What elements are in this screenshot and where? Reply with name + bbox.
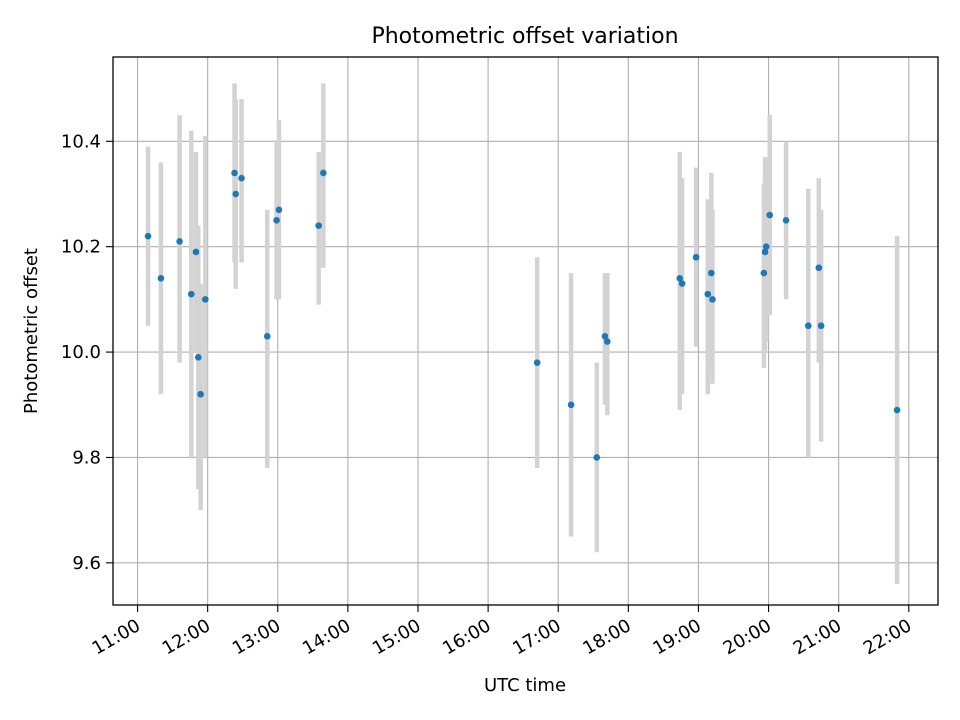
data-point <box>762 243 770 250</box>
y-axis-ticks: 9.6 9.8 10.0 10.2 10.4 <box>61 131 113 574</box>
data-point <box>232 190 239 198</box>
data-point <box>603 338 611 345</box>
data-point <box>320 169 327 177</box>
x-axis-label: UTC time <box>484 675 566 696</box>
data-point <box>676 275 684 282</box>
data-point <box>231 169 238 177</box>
y-tick-label: 10.4 <box>61 131 101 152</box>
data-point <box>709 296 716 303</box>
data-point <box>176 238 183 245</box>
data-point <box>817 322 825 330</box>
data-point <box>601 332 609 340</box>
data-point <box>692 253 700 261</box>
data-point <box>782 217 790 224</box>
data-point <box>893 406 901 414</box>
data-point <box>315 222 322 229</box>
y-tick-label: 10.2 <box>61 237 101 258</box>
data-point <box>533 359 541 366</box>
data-point <box>567 401 575 409</box>
data-point <box>157 275 165 282</box>
data-point <box>815 264 823 272</box>
grid <box>113 57 938 605</box>
data-points <box>144 169 901 461</box>
data-point <box>238 174 245 182</box>
data-point <box>704 290 712 298</box>
data-point <box>192 248 200 256</box>
plot-frame <box>112 56 939 606</box>
data-point <box>275 206 283 214</box>
data-point <box>202 296 209 303</box>
data-point <box>760 269 768 277</box>
data-point <box>593 454 601 461</box>
chart-title: Photometric offset variation <box>371 24 678 49</box>
data-point <box>708 269 715 277</box>
data-point <box>766 211 774 219</box>
data-point <box>761 248 769 256</box>
data-point <box>197 390 204 398</box>
data-point <box>144 232 152 240</box>
y-axis-label: Photometric offset <box>21 248 42 414</box>
y-tick-label: 9.8 <box>72 447 101 468</box>
data-point <box>273 217 280 224</box>
y-tick-label: 10.0 <box>61 342 101 363</box>
data-point <box>804 322 812 330</box>
data-point <box>263 332 271 340</box>
y-tick-label: 9.6 <box>72 553 101 574</box>
data-point <box>195 354 202 361</box>
data-point <box>187 290 195 298</box>
data-point <box>678 280 686 287</box>
